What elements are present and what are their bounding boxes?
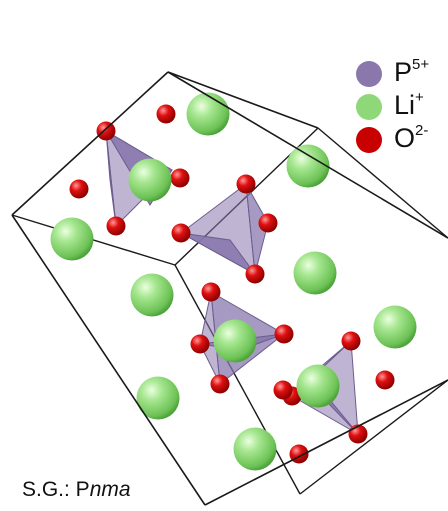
cell-edge [204,379,448,506]
cell-edge [167,71,319,129]
legend-charge-lithium: + [415,89,424,106]
lithium-atom [293,251,337,295]
tetrahedron-face [180,232,256,275]
lithium-atom [233,427,277,471]
cell-edge [317,127,448,239]
lithium-atom [50,217,94,261]
lithium-atom [186,92,230,136]
cell-edge [11,214,206,506]
oxygen-atom [156,104,176,124]
oxygen-atom [245,264,265,284]
oxygen-atom [201,282,221,302]
oxygen-atom [210,374,230,394]
atoms [50,92,417,471]
legend-label-oxygen: O2- [394,123,428,153]
oxygen-atom [341,331,361,351]
oxygen-atom [190,334,210,354]
cell-edge [174,264,301,495]
legend-element-oxygen: O [394,123,416,153]
oxygen-atom [171,223,191,243]
legend-charge-oxygen: 2- [415,122,429,139]
cell-edge [11,71,169,216]
lithium-swatch [356,94,382,120]
space-group-caption: S.G.: Pnma [22,478,131,502]
oxygen-atom [96,121,116,141]
legend-element-lithium: Li [394,90,416,120]
cell-edge [299,379,448,495]
cell-edge [167,71,448,239]
lithium-atom [296,364,340,408]
oxygen-atom [106,216,126,236]
phosphate-tetrahedron [180,183,269,275]
oxygen-atom [273,380,293,400]
oxygen-atom [236,174,256,194]
legend-label-phosphorus: P5+ [394,57,429,87]
oxygen-swatch [356,127,382,153]
phosphorus-swatch [356,61,382,87]
tetrahedron-face [245,183,269,275]
oxygen-atom [348,424,368,444]
unit-cell-front-edges [11,71,448,506]
legend-charge-phosphorus: 5+ [412,56,430,73]
legend-item-oxygen: O2- [356,122,448,155]
oxygen-atom [69,179,89,199]
legend: P5+ Li+ O2- [356,56,448,155]
lithium-atom [136,376,180,420]
lithium-atom [128,158,172,202]
oxygen-atom [170,168,190,188]
legend-label-lithium: Li+ [394,90,424,120]
lithium-atom [213,319,257,363]
space-group-symbol: nma [89,478,131,501]
legend-element-phosphorus: P [394,57,413,87]
legend-item-lithium: Li+ [356,89,448,122]
cell-edge [11,214,176,266]
lithium-atom [373,305,417,349]
space-group-prefix: S.G.: P [22,478,90,501]
legend-item-phosphorus: P5+ [356,56,448,89]
lithium-atom [286,144,330,188]
tetrahedron-face [105,130,117,227]
oxygen-atom [258,213,278,233]
oxygen-atom [274,324,294,344]
oxygen-atom [375,370,395,390]
lithium-atom [130,273,174,317]
